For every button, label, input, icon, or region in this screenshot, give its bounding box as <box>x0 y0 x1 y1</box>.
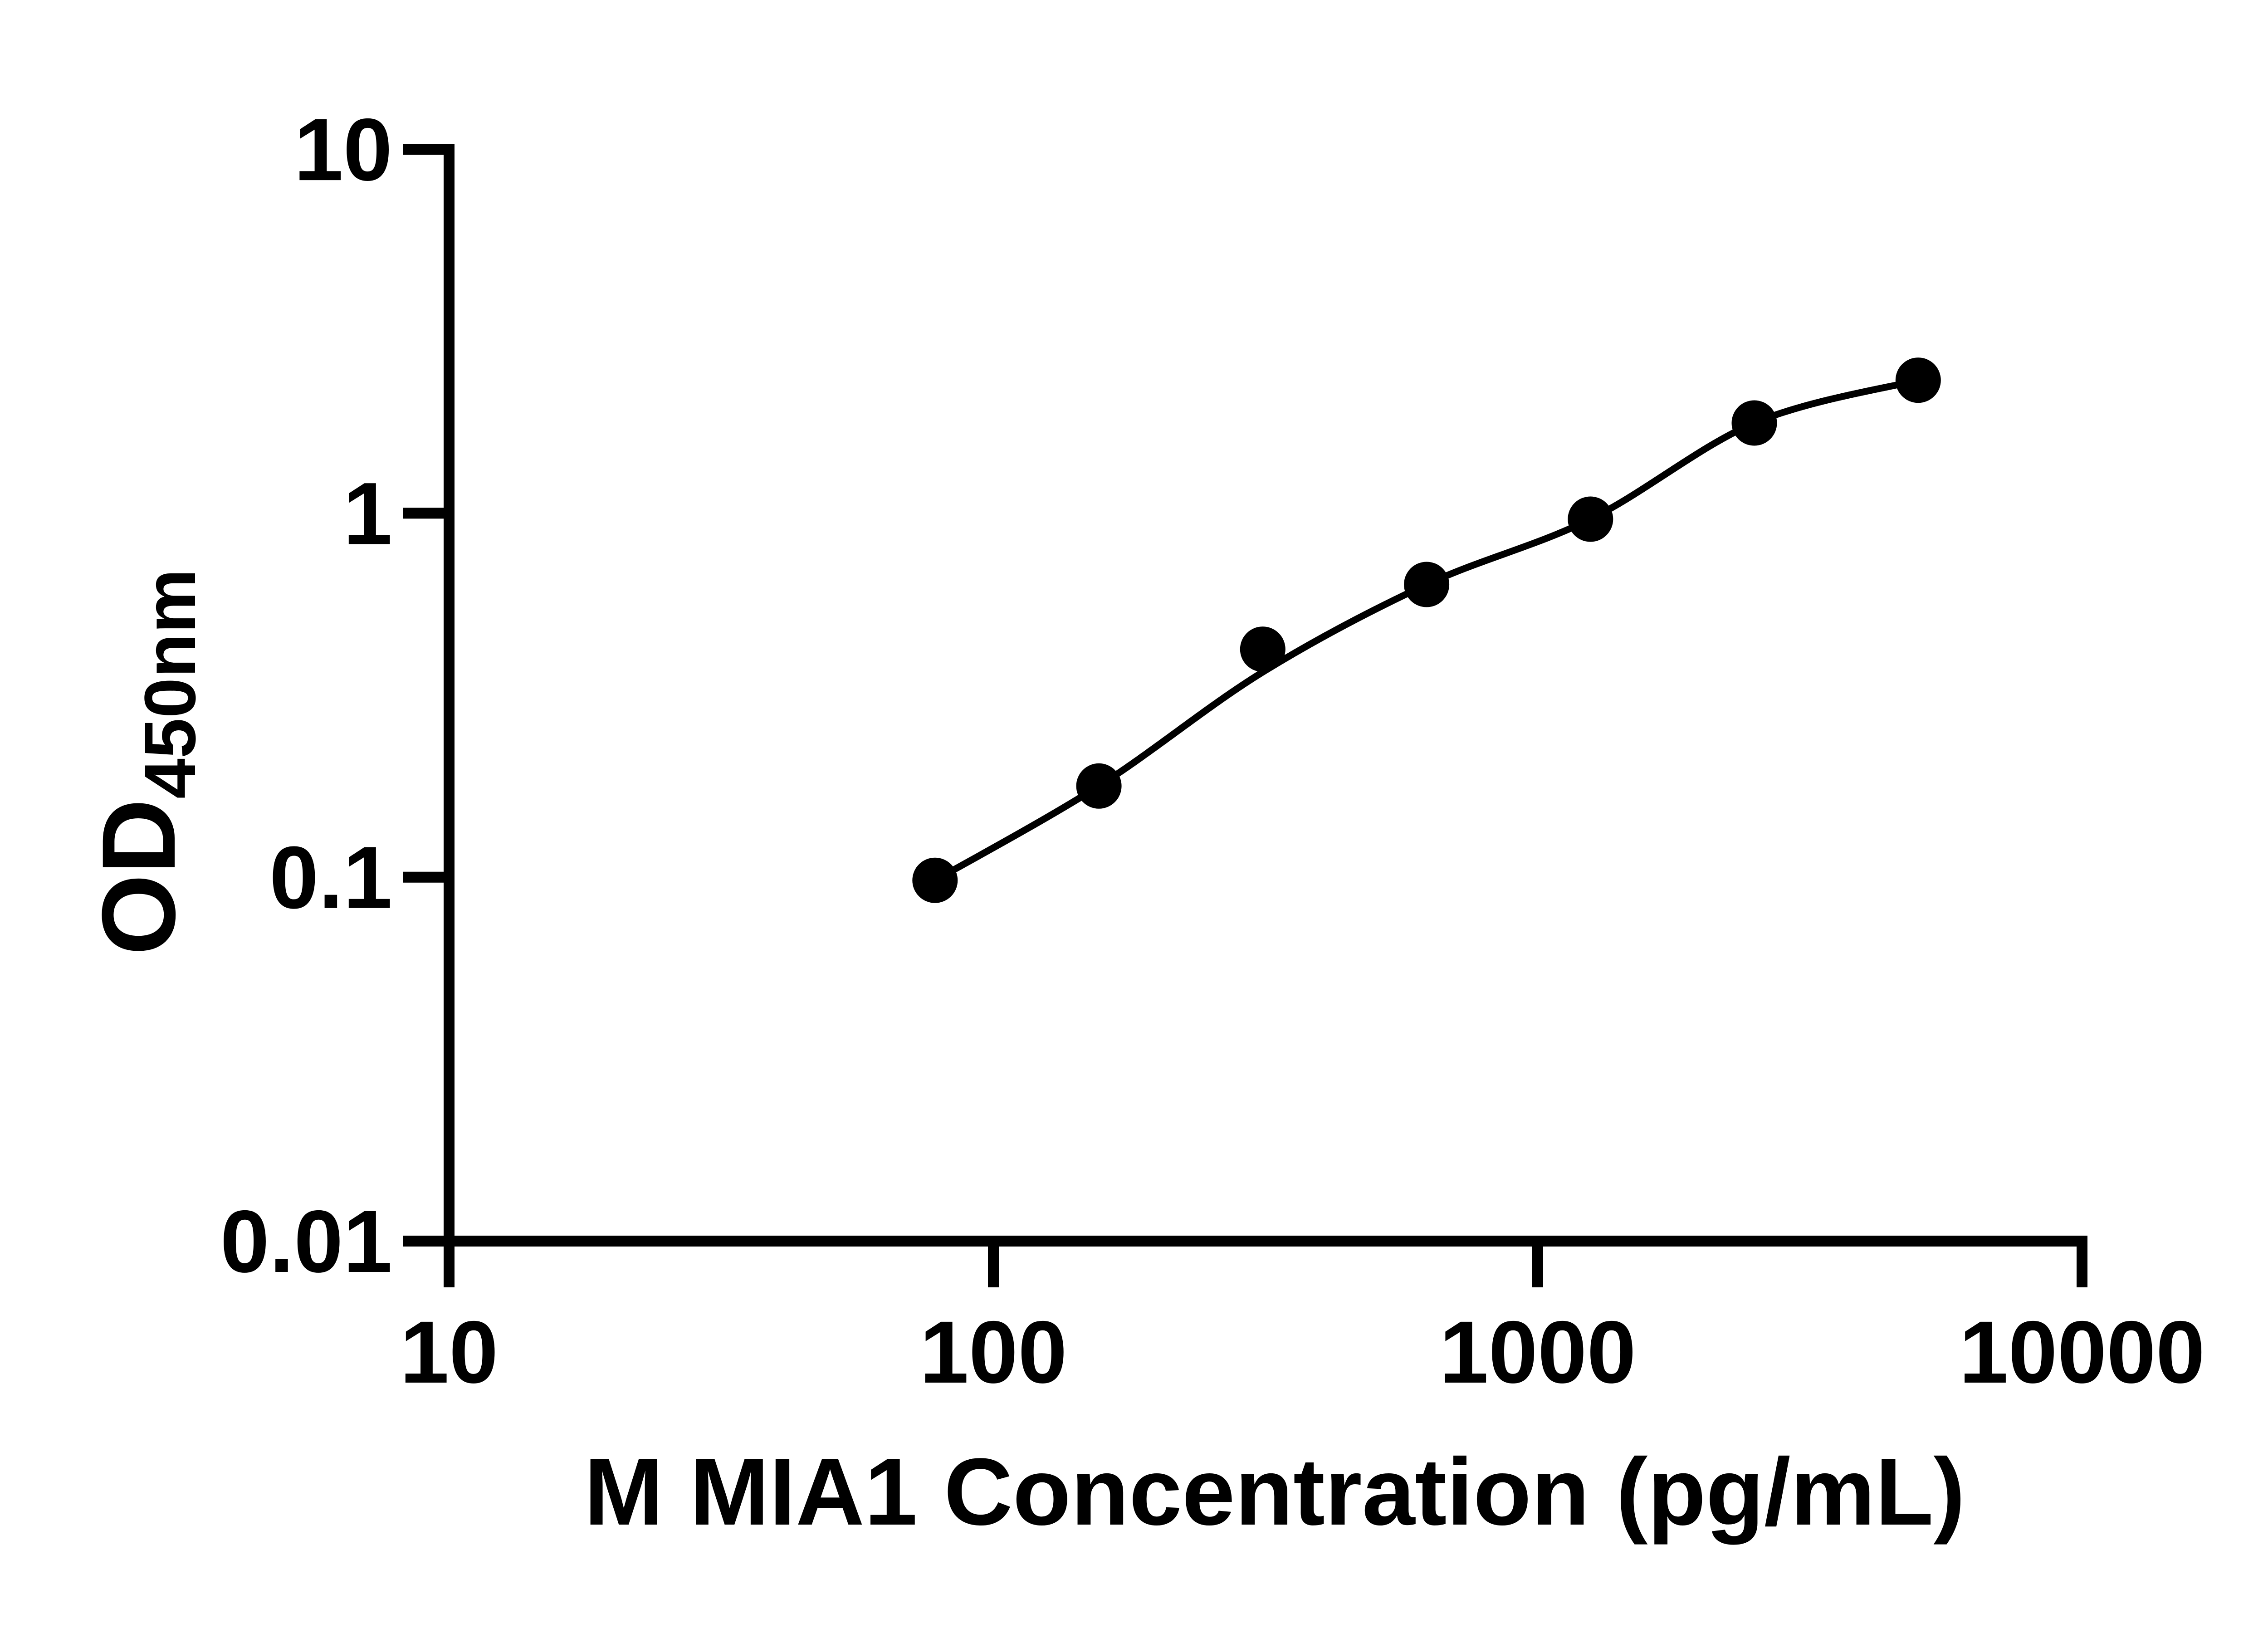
data-layer <box>912 357 1941 903</box>
y-tick-label: 0.1 <box>269 828 392 927</box>
data-point-marker <box>1895 357 1941 403</box>
x-tick-label: 100 <box>919 1303 1067 1402</box>
data-point-marker <box>1404 562 1450 607</box>
y-axis-title-main: OD <box>80 799 197 955</box>
y-tick-label: 0.01 <box>220 1192 392 1291</box>
data-point-marker <box>912 857 958 903</box>
fit-curve-path <box>931 376 1922 884</box>
y-tick-label: 10 <box>294 100 392 199</box>
data-point-marker <box>1568 496 1613 542</box>
y-tick-label: 1 <box>343 464 392 563</box>
x-tick-label: 10 <box>400 1303 499 1402</box>
x-tick-label: 1000 <box>1439 1303 1636 1402</box>
data-point-marker <box>1240 626 1286 672</box>
data-point-marker <box>1076 763 1122 809</box>
data-point-marker <box>1731 400 1777 446</box>
x-axis-title: M MIA1 Concentration (pg/mL) <box>584 1438 1965 1545</box>
x-tick-label: 10000 <box>1959 1303 2205 1402</box>
y-axis-title: OD450nm <box>80 569 210 955</box>
y-axis-title-subscript: 450nm <box>129 569 210 799</box>
